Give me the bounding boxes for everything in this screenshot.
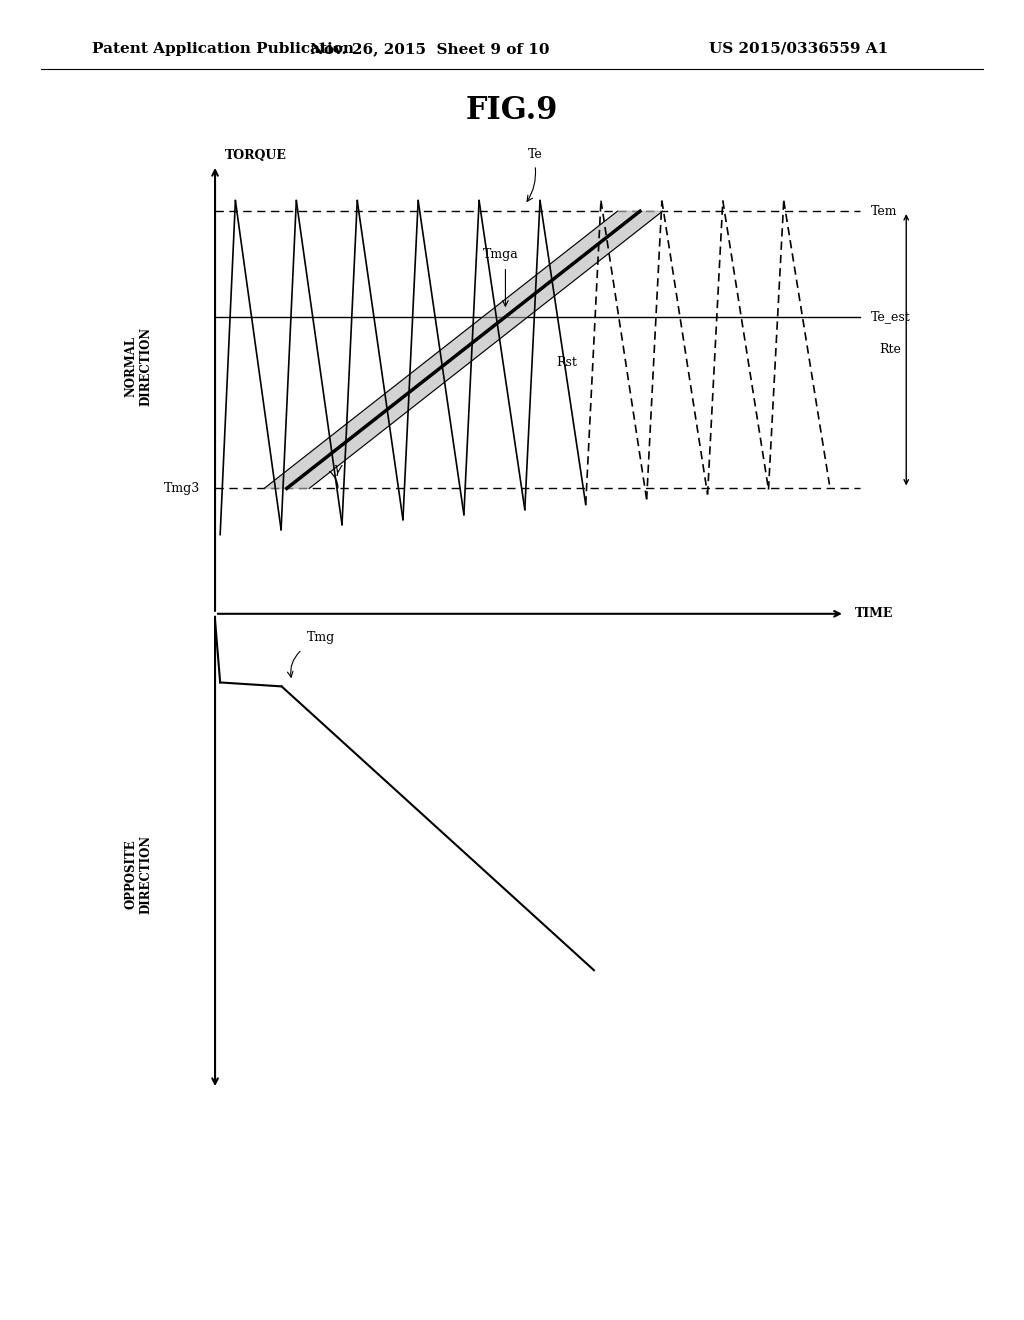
Text: Tem: Tem — [870, 205, 897, 218]
Polygon shape — [264, 211, 663, 488]
Text: Tmga: Tmga — [482, 248, 518, 261]
Text: Rte: Rte — [880, 343, 901, 356]
Text: US 2015/0336559 A1: US 2015/0336559 A1 — [709, 42, 889, 55]
Text: Tmg: Tmg — [307, 631, 336, 644]
Text: Te: Te — [527, 148, 543, 161]
Text: TORQUE: TORQUE — [225, 149, 287, 162]
Text: FIG.9: FIG.9 — [466, 95, 558, 127]
Text: NORMAL
DIRECTION: NORMAL DIRECTION — [124, 327, 153, 405]
Text: $\gamma$: $\gamma$ — [333, 463, 344, 478]
Text: Rst: Rst — [557, 356, 578, 370]
Text: Nov. 26, 2015  Sheet 9 of 10: Nov. 26, 2015 Sheet 9 of 10 — [310, 42, 550, 55]
Text: Te_est: Te_est — [870, 310, 910, 323]
Text: OPPOSITE
DIRECTION: OPPOSITE DIRECTION — [124, 836, 153, 913]
Text: TIME: TIME — [855, 607, 893, 620]
Text: Patent Application Publication: Patent Application Publication — [92, 42, 354, 55]
Text: Tmg3: Tmg3 — [164, 482, 200, 495]
